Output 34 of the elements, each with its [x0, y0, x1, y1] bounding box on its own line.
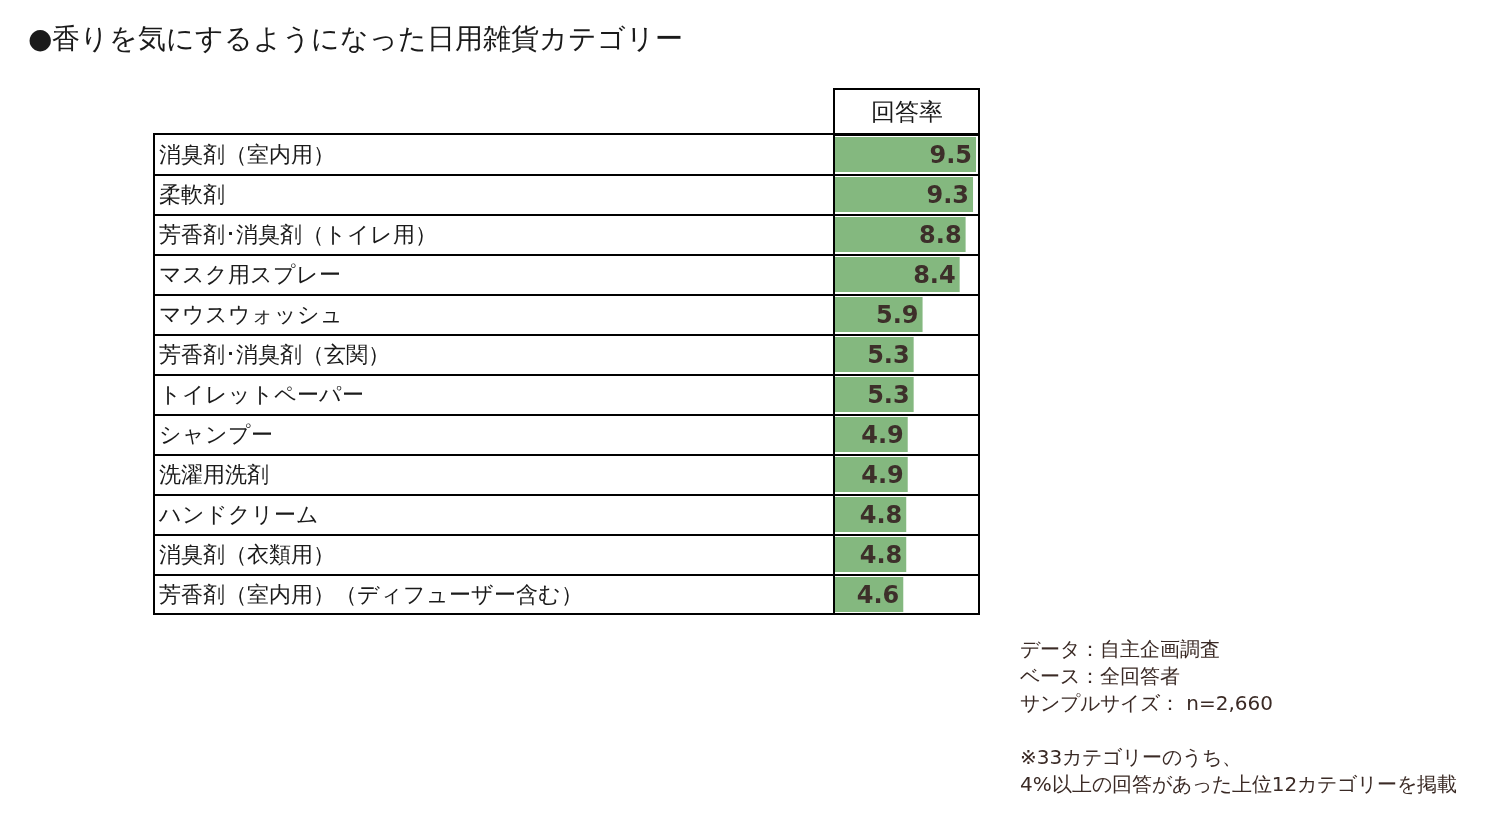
y-tick-label: 洗濯用洗剤	[159, 461, 269, 487]
y-tick-label: シャンプー	[159, 421, 273, 447]
x-axis-title: 回答率	[833, 88, 980, 136]
data-label: 8.8	[919, 221, 962, 250]
y-tick-label: 消臭剤（衣類用）	[159, 541, 335, 567]
text: ●香りを気にするようになった日用雑貨カテゴリー	[28, 21, 684, 57]
text: ※33カテゴリーのうち、 4%以上の回答があった上位12カテゴリーを掲載	[1020, 744, 1458, 798]
text: データ：自主企画調査	[1020, 636, 1221, 663]
bar	[835, 177, 974, 212]
bar	[835, 137, 976, 172]
data-label: 4.9	[861, 421, 904, 450]
data-label: 5.9	[876, 301, 919, 330]
text: ベース：全回答者	[1020, 663, 1181, 690]
y-tick-label: 消臭剤（室内用）	[159, 141, 335, 167]
data-label: 4.8	[859, 541, 903, 570]
y-tick-label: マウスウォッシュ	[159, 301, 343, 327]
data-label: 5.3	[867, 381, 910, 410]
data-label: 4.8	[859, 501, 903, 530]
y-tick-label: 芳香剤（室内用）（ディフューザー含む）	[159, 581, 583, 607]
y-tick-label: マスク用スプレー	[159, 261, 341, 287]
data-label: 4.6	[856, 581, 900, 610]
data-label: 9.3	[926, 181, 970, 210]
data-label: 5.3	[867, 341, 910, 370]
data-label: 8.4	[913, 261, 956, 290]
text: サンプルサイズ： n=2,660	[1020, 690, 1275, 717]
y-tick-label: トイレットペーパー	[159, 381, 364, 407]
bar	[835, 257, 960, 292]
bar	[835, 217, 966, 252]
y-tick-label: ハンドクリーム	[158, 501, 319, 527]
y-tick-label: 芳香剤･消臭剤（玄関）	[159, 341, 390, 367]
data-label: 9.5	[929, 141, 972, 170]
y-tick-label: 柔軟剤	[159, 181, 225, 207]
y-tick-label: 芳香剤･消臭剤（トイレ用）	[159, 221, 437, 247]
data-label: 4.9	[861, 461, 904, 490]
